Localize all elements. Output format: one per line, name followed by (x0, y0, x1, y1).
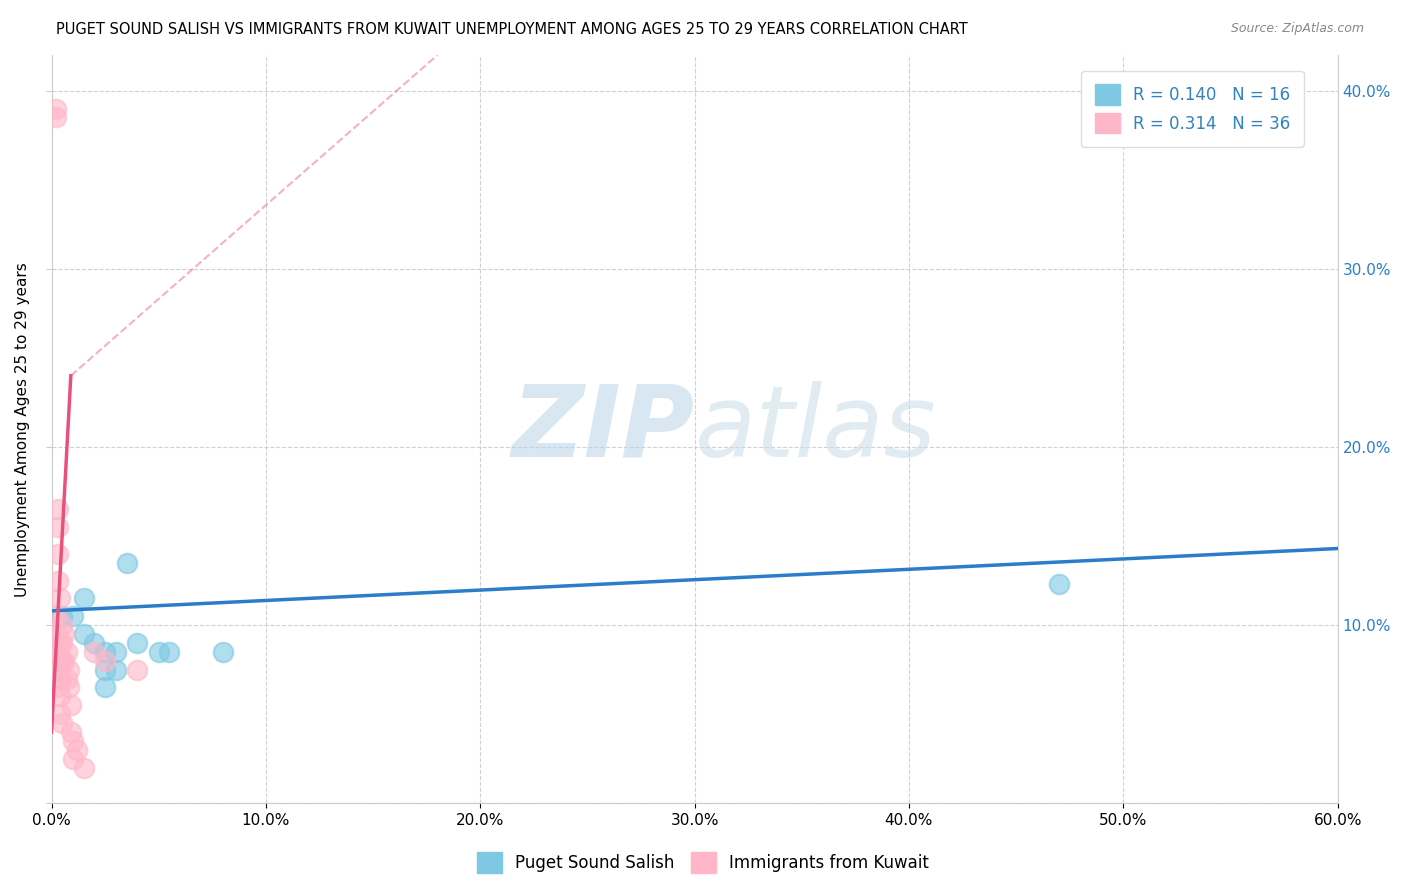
Point (46, 663, 69, 677)
Point (53, 627, 76, 641)
Point (49, 690, 72, 704)
Point (62, 734, 84, 748)
Point (73, 761, 96, 775)
Point (55, 672, 77, 686)
Point (49, 654, 72, 668)
Point (94, 645, 117, 659)
Point (46, 502, 69, 516)
Point (49, 591, 72, 606)
Point (46, 520, 69, 534)
Point (73, 627, 96, 641)
Point (49, 672, 72, 686)
Point (55, 645, 77, 659)
Point (58, 681, 80, 695)
Point (51, 654, 73, 668)
Point (104, 645, 127, 659)
Legend: R = 0.140   N = 16, R = 0.314   N = 36: R = 0.140 N = 16, R = 0.314 N = 36 (1081, 71, 1303, 146)
Point (59, 725, 82, 739)
Point (49, 707, 72, 722)
Point (58, 663, 80, 677)
Text: Source: ZipAtlas.com: Source: ZipAtlas.com (1230, 22, 1364, 36)
Y-axis label: Unemployment Among Ages 25 to 29 years: Unemployment Among Ages 25 to 29 years (15, 262, 30, 597)
Point (83, 636, 105, 650)
Text: PUGET SOUND SALISH VS IMMIGRANTS FROM KUWAIT UNEMPLOYMENT AMONG AGES 25 TO 29 YE: PUGET SOUND SALISH VS IMMIGRANTS FROM KU… (56, 22, 967, 37)
Point (127, 663, 149, 677)
Point (94, 654, 117, 668)
Point (51, 609, 73, 624)
Point (45, 627, 67, 641)
Point (157, 645, 180, 659)
Point (53, 654, 76, 668)
Point (51, 618, 73, 632)
Legend: Puget Sound Salish, Immigrants from Kuwait: Puget Sound Salish, Immigrants from Kuwa… (470, 846, 936, 880)
Point (62, 609, 84, 624)
Text: ZIP: ZIP (512, 381, 695, 478)
Point (51, 716, 73, 731)
Point (94, 663, 117, 677)
Point (51, 636, 73, 650)
Point (46, 681, 69, 695)
Point (148, 645, 170, 659)
Point (62, 752, 84, 766)
Text: atlas: atlas (695, 381, 936, 478)
Point (45, 102, 67, 116)
Point (212, 645, 235, 659)
Point (66, 743, 89, 757)
Point (83, 645, 105, 659)
Point (49, 636, 72, 650)
Point (46, 547, 69, 561)
Point (45, 645, 67, 659)
Point (45, 111, 67, 125)
Point (59, 698, 82, 713)
Point (127, 636, 149, 650)
Point (94, 681, 117, 695)
Point (73, 591, 96, 606)
Point (104, 663, 127, 677)
Point (46, 574, 69, 588)
Point (1047, 577, 1070, 591)
Point (45, 609, 67, 624)
Point (115, 556, 138, 570)
